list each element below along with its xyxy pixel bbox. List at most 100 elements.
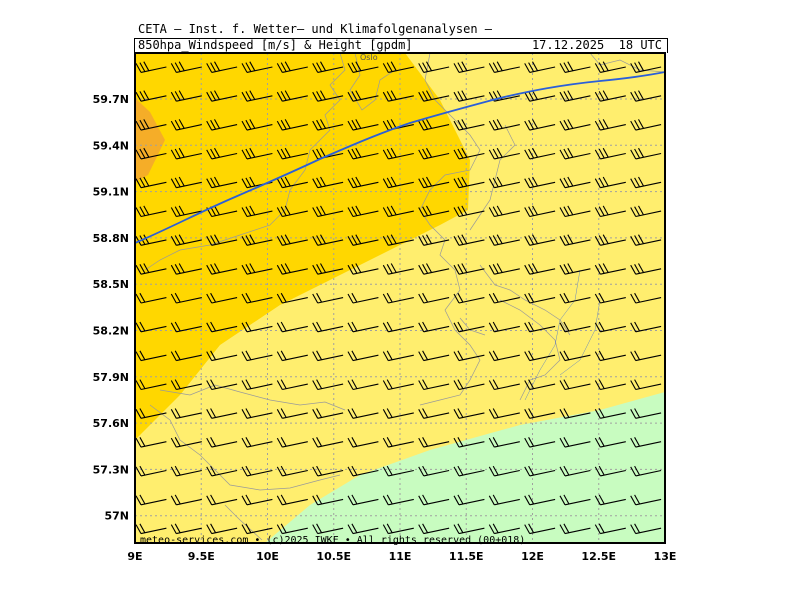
wind-barb [382,494,414,506]
wind-barb [524,90,556,102]
wind-barb [559,321,591,333]
wind-barb [276,234,308,246]
wind-barb [559,119,591,131]
wind-barb [206,379,238,391]
wind-barb [170,321,202,333]
wind-barb [382,147,414,160]
wind-barb [488,465,520,477]
wind-barb [276,465,308,477]
wind-barb [594,494,626,506]
wind-barb [241,292,273,304]
wind-barb [241,205,273,218]
wind-barb [488,379,520,391]
wind-barb [453,523,485,535]
wind-barb [488,234,520,246]
wind-barb [418,321,450,333]
wind-barb [170,465,202,477]
wind-barb [170,90,202,102]
wind-barb [276,61,308,73]
wind-barb [488,437,520,448]
wind-barb [453,119,485,131]
wind-barb [347,437,379,448]
wind-barb [276,494,308,506]
wind-barb [594,147,626,160]
wind-barb [312,205,344,218]
wind-barb [524,119,556,131]
wind-barb [276,263,308,275]
wind-barb [594,61,626,73]
wind-barb [630,465,662,477]
map-area: Oslo [135,53,665,543]
wind-barb [630,379,662,391]
wind-barb [312,523,344,535]
wind-barb [312,408,344,419]
wind-barb [524,234,556,246]
wind-barb [559,523,591,535]
wind-barb [453,147,485,160]
wind-barb [241,437,273,448]
wind-barb [418,465,450,477]
wind-barb [170,205,202,218]
wind-barb [453,494,485,506]
wind-barb [594,234,626,246]
wind-barb [312,321,344,333]
windspeed-fill-green [265,392,665,543]
wind-barb [594,321,626,333]
wind-barb [241,263,273,275]
wind-barb [524,263,556,275]
lat-tick-label: 59.7N [93,93,129,106]
wind-barb [382,465,414,477]
wind-barb [206,321,238,333]
wind-barb [206,292,238,304]
wind-barb [524,494,556,506]
wind-barb [241,523,273,535]
wind-barb [135,263,167,275]
wind-barb [312,61,344,73]
wind-barb [347,321,379,333]
wind-barb [488,494,520,506]
wind-barb [312,90,344,102]
wind-barb [524,176,556,189]
windspeed-fill-gold [135,53,470,440]
wind-barb [135,408,167,419]
rivers [524,269,601,401]
lon-tick-label: 12E [521,550,544,563]
wind-barb [630,321,662,333]
wind-barb [276,321,308,333]
wind-barb [453,263,485,275]
wind-barb [418,90,450,102]
wind-barb [347,176,379,189]
wind-barb [630,205,662,218]
wind-barb [453,408,485,419]
wind-barb [276,205,308,218]
wind-barb [630,292,662,304]
wind-barb [630,176,662,189]
wind-barb [630,437,662,448]
wind-barb [135,147,167,160]
wind-barb [312,350,344,362]
wind-barb [488,350,520,362]
wind-barb [594,523,626,535]
wind-barb [347,234,379,246]
wind-barb [312,379,344,391]
wind-barb [630,90,662,102]
wind-barb [347,90,379,102]
wind-barb [241,379,273,391]
wind-barb [594,205,626,218]
chart-title: CETA — Inst. f. Wetter— und Klimafolgena… [138,22,493,36]
lon-tick-label: 13E [654,550,677,563]
wind-barb [418,523,450,535]
wind-barb [594,350,626,362]
valid-time: 17.12.2025 18 UTC [531,38,662,52]
wind-barb [241,234,273,246]
wind-barb [453,234,485,246]
wind-barb [559,350,591,362]
wind-barb [418,292,450,304]
wind-barb [559,494,591,506]
wind-barb [630,119,662,131]
wind-barb [206,350,238,362]
wind-barb [382,292,414,304]
height-contour [135,71,665,244]
wind-barb [135,465,167,477]
wind-barb [594,408,626,419]
